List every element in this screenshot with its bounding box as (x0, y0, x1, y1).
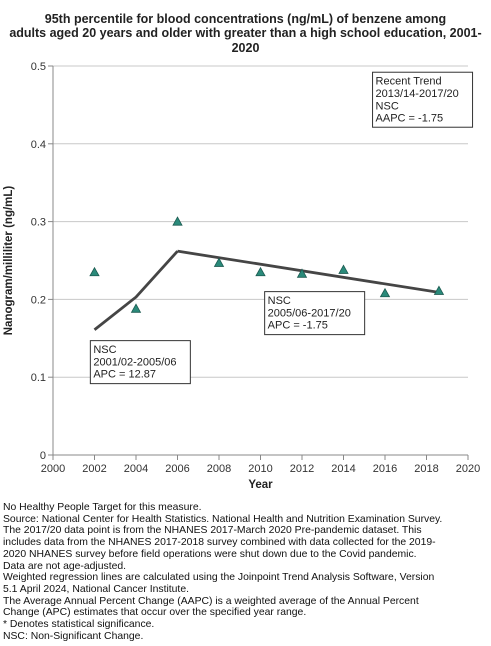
x-axis-label: Year (248, 479, 273, 491)
annotation-text: 2005/06-2017/20 (268, 307, 351, 319)
data-point (338, 264, 349, 274)
data-point (172, 216, 183, 226)
footnote-line: 5.1 April 2024, National Cancer Institut… (3, 583, 189, 595)
chart-plot: 0 0.1 0.2 0.3 0.4 0.5 2000 2002 2004 2006 2008 2010… (3, 61, 480, 491)
chart-title-line-1: 95th percentile for blood concentrations… (44, 12, 447, 26)
footnote-line: 2020 NHANES survey before field operatio… (3, 548, 417, 560)
annotation-box (89, 340, 191, 385)
data-point (433, 285, 445, 295)
footnote-line: Data are not age-adjusted. (3, 560, 127, 572)
annotation-box (372, 71, 474, 128)
x-tick-label: 2016 (373, 463, 397, 475)
annotation-text: APC = -1.75 (268, 320, 328, 332)
data-point (89, 266, 100, 277)
x-tick-label: 2008 (207, 463, 231, 475)
y-tick-label: 0.3 (31, 217, 46, 229)
chart-area: 95th percentile for blood concentrations… (3, 12, 482, 491)
data-point (255, 266, 266, 277)
x-tick-label: 2006 (165, 463, 189, 475)
footnotes: No Healthy People Target for this measur… (3, 502, 488, 642)
data-point (130, 303, 142, 313)
footnote-line: * Denotes statistical significance. (3, 619, 155, 631)
x-tick-label: 2018 (414, 463, 438, 475)
data-point (296, 268, 308, 278)
y-tick-label: 0.1 (31, 372, 46, 384)
trend-line (93, 250, 179, 331)
footnote-line: Change (APC) estimates that occur over t… (3, 607, 307, 619)
annotation-text: AAPC = -1.75 (376, 113, 444, 125)
data-point (213, 257, 225, 267)
annotation-box (264, 291, 366, 336)
x-tick-label: 2020 (456, 463, 480, 475)
annotation-text: NSC (93, 344, 116, 356)
y-tick-label: 0.2 (31, 294, 46, 306)
annotation-text: Recent Trend (376, 76, 442, 88)
footnote-line: Source: National Center for Health Stati… (3, 513, 443, 525)
annotation-text: APC = 12.87 (93, 369, 156, 381)
annotation-text: 2013/14-2017/20 (376, 88, 459, 100)
y-tick-label: 0.5 (31, 61, 46, 73)
x-tick-label: 2004 (124, 463, 148, 475)
y-tick-label: 0 (40, 450, 46, 462)
trend-line (177, 249, 440, 294)
x-tick-label: 2002 (82, 463, 106, 475)
y-axis-label: Nanogram/milliliter (ng/mL) (3, 186, 15, 336)
x-tick-label: 2012 (290, 463, 314, 475)
x-tick-label: 2010 (248, 463, 272, 475)
footnote-line: Weighted regression lines are calculated… (3, 572, 435, 584)
footnote-line: The Average Annual Percent Change (AAPC)… (3, 595, 419, 607)
y-tick-label: 0.4 (31, 139, 46, 151)
annotation-text: NSC (268, 295, 291, 307)
footnote-line: The 2017/20 data point is from the NHANE… (3, 525, 422, 537)
chart-title-line-2: adults aged 20 years and older with grea… (9, 26, 482, 55)
data-point (379, 287, 391, 298)
footnote-line: NSC: Non-Significant Change. (3, 630, 144, 642)
annotation-text: 2001/02-2005/06 (93, 356, 176, 368)
x-tick-label: 2000 (41, 463, 65, 475)
annotation-text: NSC (376, 100, 399, 112)
footnote-line: No Healthy People Target for this measur… (3, 502, 202, 513)
footnote-line: includes data from the NHANES 2017-2018 … (3, 537, 436, 549)
x-tick-label: 2014 (331, 463, 355, 475)
